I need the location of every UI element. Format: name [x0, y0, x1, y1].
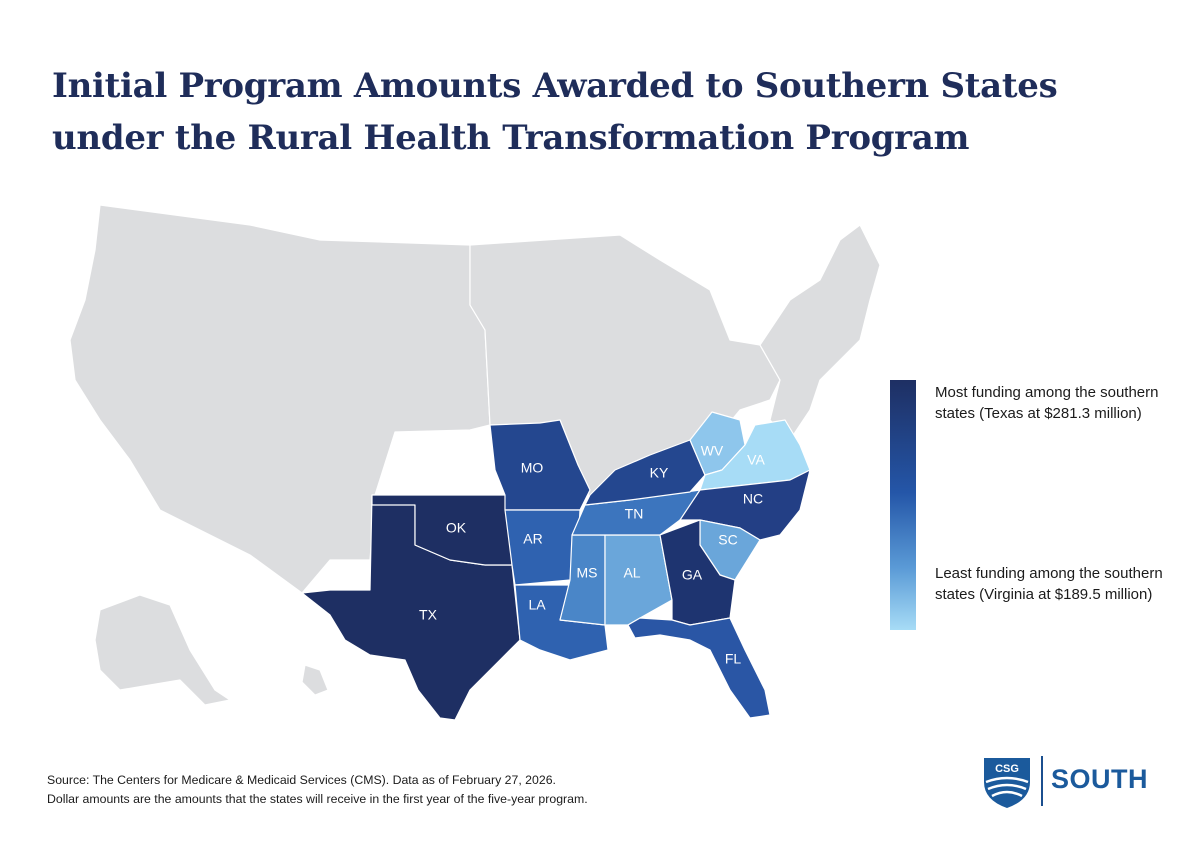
logo-mark-text: CSG	[995, 763, 1019, 775]
label-sc: SC	[718, 532, 737, 548]
state-fl	[627, 617, 771, 719]
label-tx: TX	[419, 607, 438, 623]
legend-color-scale	[890, 380, 916, 630]
logo-text: SOUTH	[1051, 764, 1148, 794]
label-fl: FL	[725, 651, 742, 667]
label-ms: MS	[577, 565, 598, 581]
southern-states	[301, 411, 811, 721]
state-mo	[489, 419, 591, 511]
note-line: Dollar amounts are the amounts that the …	[47, 792, 588, 806]
legend-low-label: Least funding among the southern states …	[935, 565, 1163, 603]
alaska	[94, 594, 231, 706]
label-wv: WV	[701, 443, 724, 459]
legend-high-label: Most funding among the southern states (…	[935, 384, 1159, 422]
label-tn: TN	[625, 506, 644, 522]
source-note: Source: The Centers for Medicare & Medic…	[47, 771, 867, 809]
source-line: Source: The Centers for Medicare & Medic…	[47, 773, 556, 787]
label-ok: OK	[446, 520, 467, 536]
label-ar: AR	[523, 531, 542, 547]
label-al: AL	[623, 565, 640, 581]
csg-south-logo: CSG SOUTH	[968, 752, 1148, 810]
label-ky: KY	[650, 465, 669, 481]
state-ar	[504, 509, 581, 586]
label-la: LA	[528, 597, 546, 613]
page-title: Initial Program Amounts Awarded to South…	[52, 66, 1058, 158]
label-mo: MO	[521, 460, 544, 476]
state-ga	[659, 519, 736, 626]
label-ga: GA	[682, 567, 703, 583]
label-va: VA	[747, 452, 765, 468]
state-labels: TX OK MO AR LA MS AL TN KY WV VA NC SC G…	[419, 443, 765, 667]
label-nc: NC	[743, 491, 763, 507]
northeast-states	[759, 224, 881, 441]
hawaii	[301, 664, 329, 696]
logo-divider	[1041, 756, 1043, 806]
csg-shield-icon: CSG	[984, 758, 1030, 808]
